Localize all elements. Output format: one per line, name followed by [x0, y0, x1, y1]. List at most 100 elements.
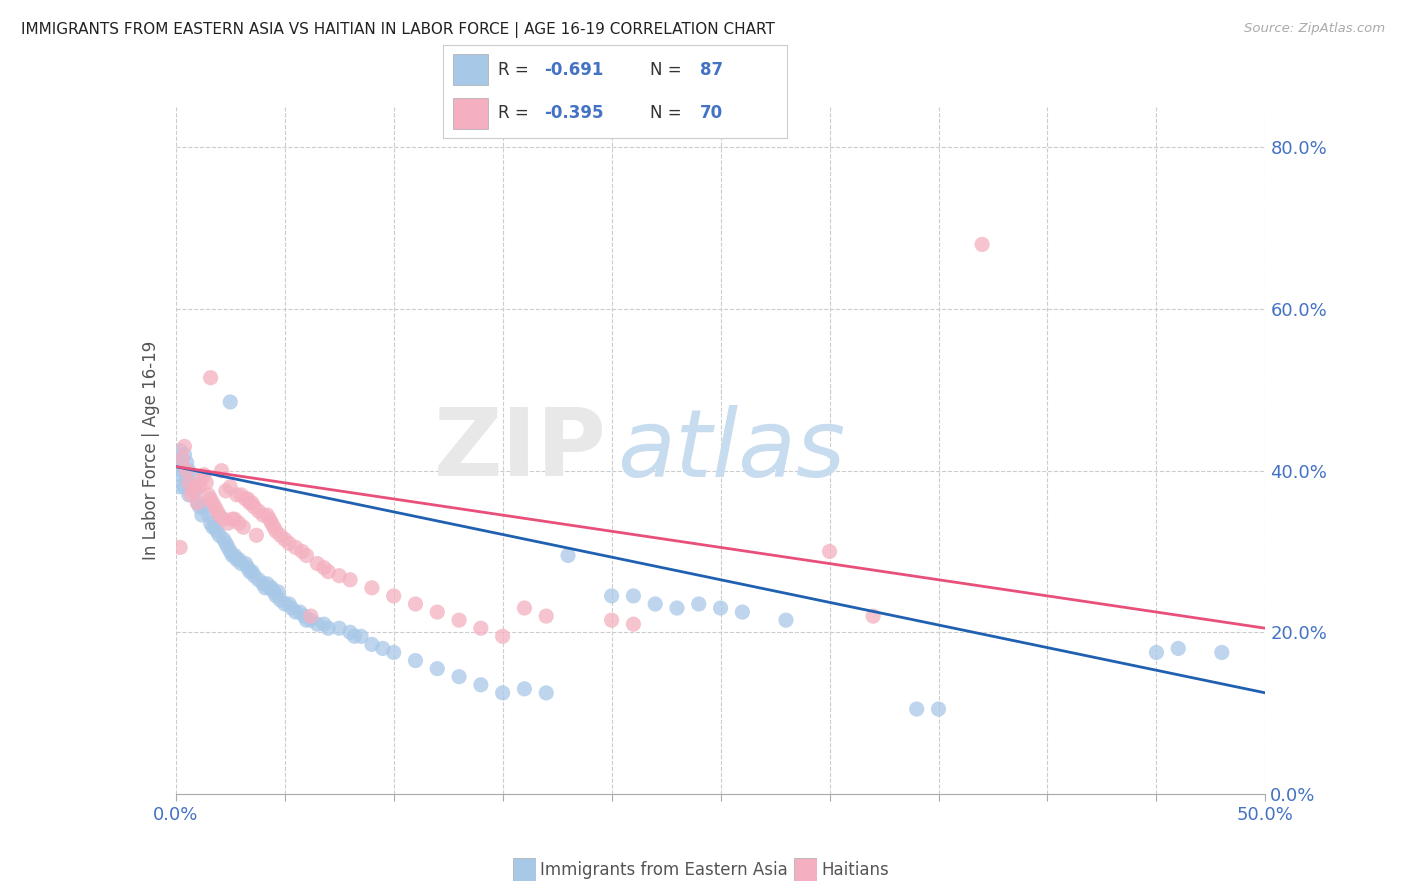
Point: [447, 613, 470, 627]
Point: [240, 565, 263, 579]
Point: [278, 536, 301, 550]
Text: atlas: atlas: [617, 405, 845, 496]
Point: [240, 496, 263, 510]
Point: [862, 609, 884, 624]
Point: [173, 448, 195, 462]
Point: [318, 565, 340, 579]
Point: [278, 597, 301, 611]
Point: [284, 605, 307, 619]
Point: [208, 528, 231, 542]
Point: [371, 641, 394, 656]
Point: [217, 541, 239, 555]
Point: [211, 464, 233, 478]
Point: [173, 439, 195, 453]
Bar: [453, 98, 488, 129]
Point: [243, 500, 266, 514]
Point: [260, 581, 283, 595]
Point: [204, 500, 226, 514]
Bar: [453, 54, 488, 85]
Text: Source: ZipAtlas.com: Source: ZipAtlas.com: [1244, 22, 1385, 36]
Point: [247, 573, 270, 587]
Point: [644, 597, 666, 611]
Point: [426, 605, 449, 619]
Point: [177, 475, 200, 490]
Point: [775, 613, 797, 627]
Point: [295, 549, 318, 563]
Point: [513, 681, 536, 696]
Point: [274, 533, 297, 547]
Point: [176, 472, 198, 486]
Point: [1167, 641, 1189, 656]
Point: [299, 609, 322, 624]
Point: [405, 654, 427, 668]
Point: [600, 613, 623, 627]
Point: [169, 480, 191, 494]
Point: [200, 370, 222, 384]
Point: [731, 605, 754, 619]
Point: [264, 524, 287, 539]
Point: [292, 609, 315, 624]
Text: R =: R =: [498, 104, 534, 122]
Text: 70: 70: [700, 104, 723, 122]
Point: [191, 508, 214, 522]
Point: [219, 395, 242, 409]
Point: [307, 617, 329, 632]
Text: ZIP: ZIP: [433, 404, 606, 497]
Point: [184, 483, 207, 498]
Point: [219, 544, 242, 558]
Point: [382, 589, 405, 603]
Text: Haitians: Haitians: [821, 861, 889, 879]
Point: [208, 508, 231, 522]
Point: [263, 520, 285, 534]
Point: [710, 601, 733, 615]
Point: [221, 549, 243, 563]
Point: [231, 557, 253, 571]
Point: [243, 568, 266, 582]
Point: [339, 573, 361, 587]
Point: [534, 609, 557, 624]
Point: [470, 621, 492, 635]
Point: [221, 512, 243, 526]
Point: [513, 601, 536, 615]
Point: [235, 491, 257, 506]
Point: [621, 589, 644, 603]
Point: [905, 702, 928, 716]
Point: [236, 491, 259, 506]
Point: [1144, 645, 1167, 659]
Point: [239, 565, 262, 579]
Point: [247, 504, 270, 518]
Point: [284, 541, 307, 555]
Point: [197, 488, 219, 502]
Point: [225, 488, 247, 502]
Point: [236, 560, 259, 574]
Point: [274, 597, 297, 611]
Point: [299, 613, 322, 627]
Text: N =: N =: [650, 104, 686, 122]
Point: [188, 480, 211, 494]
Point: [177, 488, 200, 502]
Point: [621, 617, 644, 632]
Point: [343, 629, 366, 643]
Point: [269, 528, 291, 542]
Point: [1211, 645, 1233, 659]
Text: IMMIGRANTS FROM EASTERN ASIA VS HAITIAN IN LABOR FORCE | AGE 16-19 CORRELATION C: IMMIGRANTS FROM EASTERN ASIA VS HAITIAN …: [21, 22, 775, 38]
Point: [169, 443, 191, 458]
Point: [215, 483, 238, 498]
Point: [259, 512, 281, 526]
Point: [328, 568, 350, 582]
Point: [307, 557, 329, 571]
Point: [534, 686, 557, 700]
Point: [217, 516, 239, 531]
Point: [180, 488, 202, 502]
Point: [260, 516, 283, 531]
Point: [350, 629, 373, 643]
Point: [201, 496, 224, 510]
Point: [169, 467, 191, 482]
Point: [492, 629, 515, 643]
Point: [256, 508, 278, 522]
Point: [291, 544, 314, 558]
Point: [191, 472, 214, 486]
Point: [181, 472, 204, 486]
Point: [232, 520, 254, 534]
Text: -0.691: -0.691: [544, 61, 605, 78]
